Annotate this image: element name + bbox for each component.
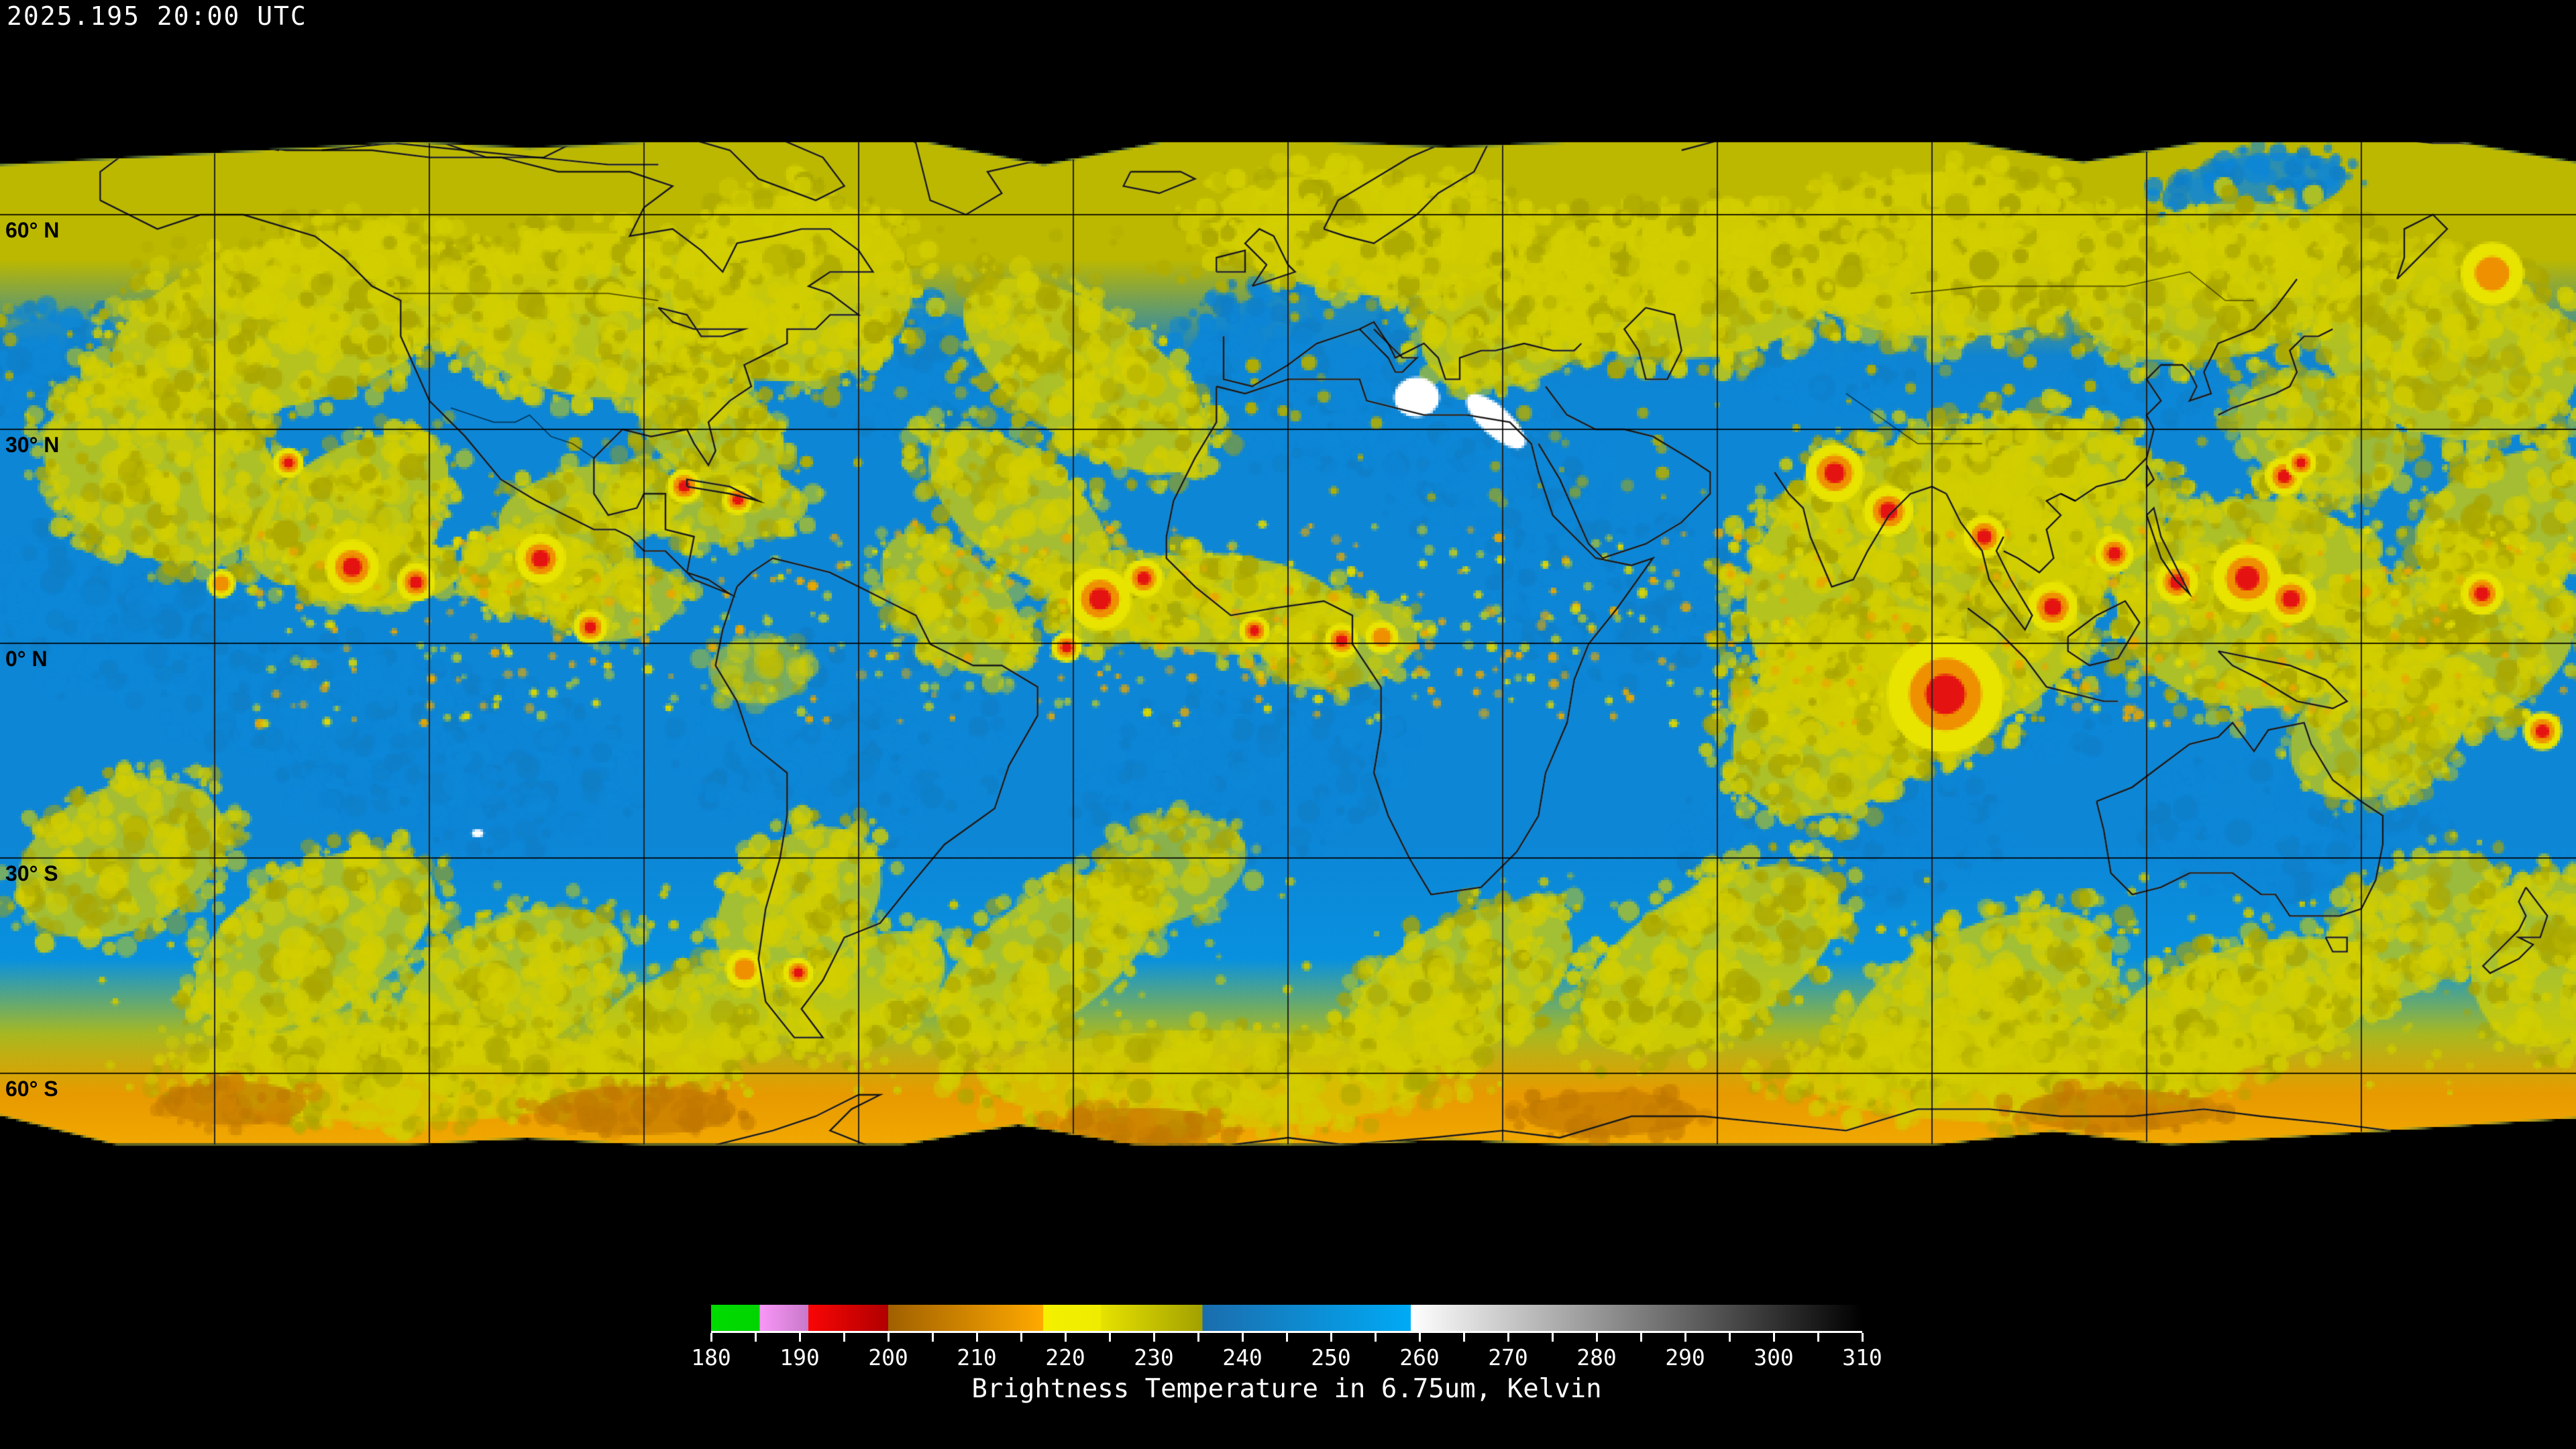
colorbar-tick-label: 240 bbox=[1222, 1344, 1263, 1371]
colorbar-tick-label: 280 bbox=[1576, 1344, 1617, 1371]
colorbar-tick bbox=[1552, 1333, 1554, 1342]
colorbar-tick bbox=[1065, 1333, 1067, 1342]
colorbar-tick-label: 310 bbox=[1842, 1344, 1882, 1371]
colorbar-tick-label: 180 bbox=[691, 1344, 731, 1371]
colorbar-tick bbox=[1729, 1333, 1731, 1342]
lat-label: 60° S bbox=[5, 1077, 58, 1101]
colorbar-tick bbox=[1375, 1333, 1377, 1342]
colorbar-tick bbox=[1419, 1333, 1421, 1342]
colorbar-tick bbox=[1197, 1333, 1199, 1342]
timestamp: 2025.195 20:00 UTC bbox=[7, 1, 307, 31]
colorbar-tick bbox=[1507, 1333, 1509, 1342]
colorbar-tick bbox=[1242, 1333, 1244, 1342]
colorbar-tick-label: 230 bbox=[1134, 1344, 1174, 1371]
colorbar-tick bbox=[1596, 1333, 1598, 1342]
lat-label: 0° N bbox=[5, 647, 48, 671]
colorbar-tick-label: 260 bbox=[1399, 1344, 1440, 1371]
colorbar-tick bbox=[710, 1333, 712, 1342]
colorbar-tick bbox=[976, 1333, 978, 1342]
lat-label: 30° N bbox=[5, 433, 60, 457]
colorbar-tick bbox=[1463, 1333, 1465, 1342]
colorbar-tick-label: 290 bbox=[1665, 1344, 1705, 1371]
lat-label: 30° S bbox=[5, 861, 58, 885]
lat-label: 60° N bbox=[5, 218, 60, 242]
colorbar-tick-label: 200 bbox=[868, 1344, 908, 1371]
colorbar-tick-label: 190 bbox=[780, 1344, 820, 1371]
colorbar-tick bbox=[1330, 1333, 1332, 1342]
colorbar-tick bbox=[1862, 1333, 1864, 1342]
colorbar-tick bbox=[1109, 1333, 1111, 1342]
colorbar-tick-label: 300 bbox=[1754, 1344, 1794, 1371]
colorbar-tick bbox=[1684, 1333, 1686, 1342]
colorbar-baseline bbox=[711, 1331, 1862, 1333]
colorbar-tick bbox=[1286, 1333, 1288, 1342]
colorbar-tick bbox=[932, 1333, 934, 1342]
colorbar-tick-label: 250 bbox=[1311, 1344, 1351, 1371]
colorbar-tick-label: 210 bbox=[957, 1344, 997, 1371]
colorbar-tick bbox=[1020, 1333, 1022, 1342]
colorbar-tick bbox=[755, 1333, 757, 1342]
colorbar-tick bbox=[843, 1333, 845, 1342]
colorbar-tick-label: 270 bbox=[1488, 1344, 1528, 1371]
colorbar-tick-label: 220 bbox=[1045, 1344, 1085, 1371]
colorbar-caption: Brightness Temperature in 6.75um, Kelvin bbox=[971, 1374, 1602, 1404]
colorbar-tick bbox=[1153, 1333, 1155, 1342]
colorbar-tick bbox=[1817, 1333, 1819, 1342]
colorbar: 180 190 200 210 220 230 240 250 260 270 280 290 300 3… bbox=[691, 1305, 1882, 1385]
colorbar-tick bbox=[1773, 1333, 1775, 1342]
colorbar-gradient bbox=[711, 1305, 1862, 1331]
colorbar-tick bbox=[799, 1333, 801, 1342]
colorbar-tick bbox=[1640, 1333, 1642, 1342]
colorbar-tick bbox=[888, 1333, 890, 1342]
